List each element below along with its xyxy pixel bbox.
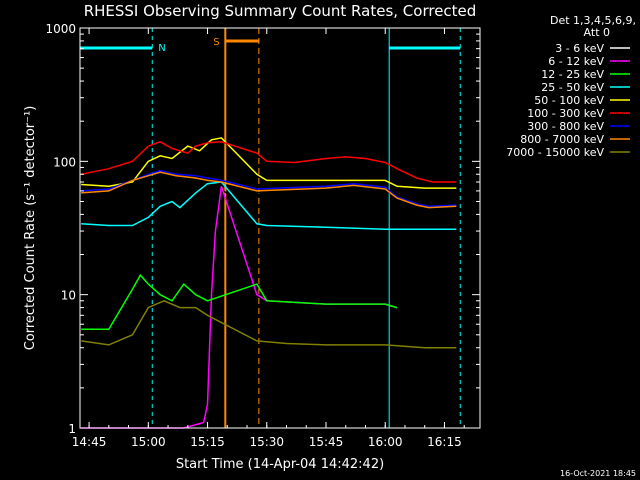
- legend-label: 100 - 300 keV: [527, 107, 604, 120]
- legend-label: 300 - 800 keV: [527, 120, 604, 133]
- series-line: [81, 181, 457, 230]
- legend-header-line1: Det 1,3,4,5,6,9,: [550, 14, 636, 27]
- x-axis-label: Start Time (14-Apr-04 14:42:42): [176, 457, 384, 472]
- series-line: [81, 169, 457, 208]
- plot-frame: [79, 27, 481, 429]
- legend-label: 800 - 7000 keV: [520, 133, 604, 146]
- legend-header-line2: Att 0: [584, 26, 610, 39]
- legend-label: 7000 - 15000 keV: [506, 146, 604, 159]
- x-tick-label: 15:00: [131, 435, 166, 449]
- x-tick-label: 15:45: [309, 435, 344, 449]
- x-tick-label: 16:00: [368, 435, 403, 449]
- legend-label: 6 - 12 keV: [548, 55, 604, 68]
- chart-title: RHESSI Observing Summary Count Rates, Co…: [84, 2, 477, 20]
- legend-label: 25 - 50 keV: [541, 81, 604, 94]
- y-tick-label: 10: [61, 289, 76, 303]
- y-tick-label: 1000: [45, 22, 76, 36]
- series-line: [81, 299, 457, 349]
- y-axis-label: Corrected Count Rate (s⁻¹ detector⁻¹): [23, 106, 38, 351]
- x-tick-label: 15:15: [190, 435, 225, 449]
- legend-label: 3 - 6 keV: [555, 42, 604, 55]
- axis-ticks: 14:45 15:00 15:15 15:30 15:45 16:00 16:15 1 10 10…: [45, 22, 480, 449]
- y-tick-label: 1: [68, 422, 76, 436]
- night-label: N: [158, 43, 165, 54]
- footer-date: 16-Oct-2021 18:45: [560, 469, 636, 478]
- legend-label: 50 - 100 keV: [534, 94, 604, 107]
- x-tick-label: 14:45: [72, 435, 107, 449]
- chart-marks: NS: [79, 28, 461, 429]
- series-line: [81, 273, 398, 331]
- y-tick-label: 100: [53, 155, 76, 169]
- series-line: [81, 171, 457, 209]
- saa-label: S: [213, 37, 219, 48]
- series-line: [81, 137, 457, 189]
- series-line: [81, 140, 457, 183]
- x-tick-label: 15:30: [249, 435, 284, 449]
- x-tick-label: 16:15: [427, 435, 462, 449]
- legend-label: 12 - 25 keV: [541, 68, 604, 81]
